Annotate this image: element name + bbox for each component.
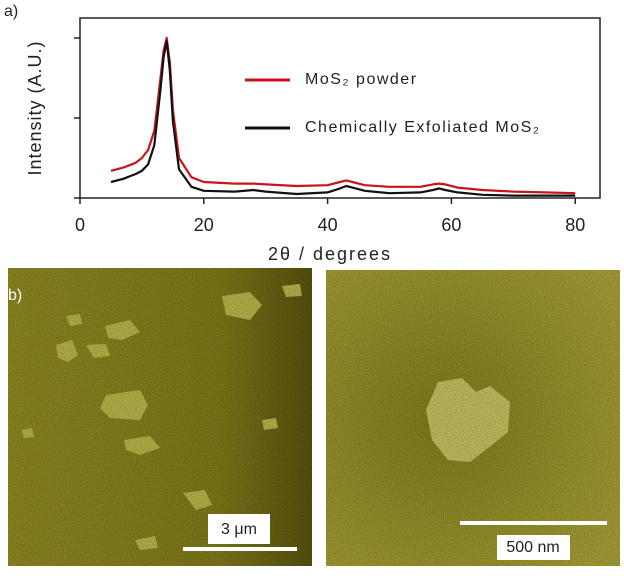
x-tick-label: 80 — [565, 215, 585, 235]
scale-bar-label: 500 nm — [506, 539, 559, 556]
panel-label: a) — [4, 3, 18, 20]
afm-image — [8, 268, 312, 566]
series-line — [110, 40, 576, 197]
legend-label: MoS₂ powder — [305, 71, 418, 88]
afm-image — [326, 270, 620, 566]
series-line — [110, 36, 576, 195]
x-axis-label: 2θ / degrees — [268, 244, 392, 264]
legend-label: Chemically Exfoliated MoS₂ — [305, 119, 541, 136]
scale-bar-label: 3 μm — [221, 521, 257, 538]
x-tick-label: 60 — [441, 215, 461, 235]
x-tick-label: 20 — [194, 215, 214, 235]
x-tick-label: 40 — [318, 215, 338, 235]
plot-frame — [79, 17, 601, 199]
x-tick-label: 0 — [75, 215, 85, 235]
panel-label: b) — [8, 287, 22, 304]
y-axis-label: Intensity (A.U.) — [25, 40, 45, 175]
